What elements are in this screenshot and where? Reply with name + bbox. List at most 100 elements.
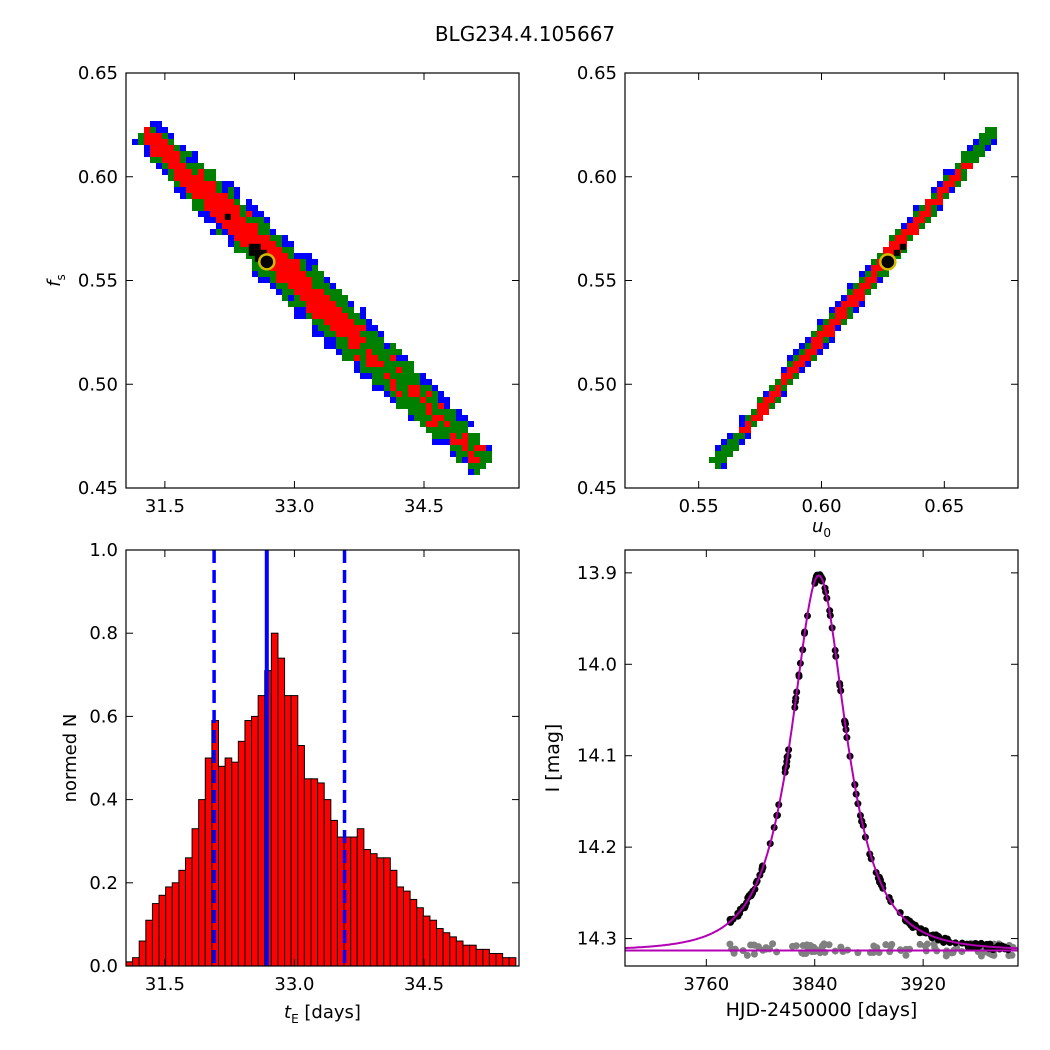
heatmap-cell [354,343,360,349]
heatmap-cell [961,175,967,181]
heatmap-cell [396,355,402,361]
heatmap-cell [402,355,408,361]
heatmap-cell [420,409,426,415]
heatmap-cell [402,373,408,379]
heatmap-cell [937,199,943,205]
histogram-bar [132,957,140,967]
histogram-bar [462,944,471,967]
heatmap-cell [168,145,174,151]
heatmap-cell [324,331,330,337]
heatmap-cell [889,241,895,247]
histogram-bar [297,745,305,967]
histogram-bar [237,740,246,967]
y-tick-label: 0.50 [78,374,118,395]
heatmap-cell [769,385,775,391]
heatmap-cell [901,235,907,241]
heatmap-cell [276,253,282,259]
histogram-bar [323,799,332,967]
heatmap-cell [204,169,210,175]
heatmap-cell-best [899,243,906,250]
heatmap-cell [210,187,216,193]
heatmap-cell [841,319,847,325]
heatmap-cell [174,163,180,169]
heatmap-cell [330,313,336,319]
heatmap-cell [378,331,384,337]
heatmap-cell [180,181,186,187]
heatmap-cell [258,271,264,277]
heatmap-cell [372,355,378,361]
histogram-bar [317,782,325,967]
heatmap-cell [354,367,360,373]
histogram-bar [251,715,259,967]
heatmap-cell [727,451,733,457]
heatmap-cell [979,139,985,145]
heatmap-cell [198,211,204,217]
heatmap-cell [336,343,342,349]
heatmap-cell [450,409,456,415]
heatmap-cell [811,349,817,355]
heatmap-cell [306,295,312,301]
heatmap-cell [468,469,474,475]
histogram-bar [218,765,226,967]
heatmap-cell [739,421,745,427]
heatmap-cell [390,361,396,367]
heatmap-cell [414,403,420,409]
heatmap-cell [823,319,829,325]
heatmap-cell [312,319,318,325]
heatmap-cell [144,133,150,139]
heatmap-cell [396,367,402,373]
heatmap-cell [402,367,408,373]
heatmap-cell [168,157,174,163]
heatmap-cell [847,313,853,319]
heatmap-cell [150,145,156,151]
heatmap-cell [901,229,907,235]
heatmap-cell [168,133,174,139]
heatmap-cell [192,181,198,187]
heatmap-cell [907,235,913,241]
heatmap-cell [210,175,216,181]
heatmap-cell [282,265,288,271]
heatmap-cell [162,139,168,145]
heatmap-cell [895,241,901,247]
heatmap-cell [234,199,240,205]
histogram-bar [442,932,451,967]
heatmap-cell [829,325,835,331]
heatmap-cell [751,415,757,421]
histogram-bar [158,894,167,967]
y-tick-label: 0.6 [89,706,118,727]
heatmap-cell [234,223,240,229]
heatmap-cell [913,205,919,211]
heatmap-cell [144,127,150,133]
heatmap-cell [222,181,228,187]
heatmap-cell [192,151,198,157]
heatmap-cell [360,355,366,361]
heatmap-cell [805,343,811,349]
y-tick-label: 0.65 [78,63,118,84]
heatmap-cell [943,181,949,187]
heatmap-cell [192,187,198,193]
heatmap-cell [150,139,156,145]
heatmap-cell [348,307,354,313]
heatmap-cell [306,265,312,271]
heatmap-cell [342,301,348,307]
heatmap-cell [757,397,763,403]
heatmap-cell [474,439,480,445]
heatmap-cell [312,325,318,331]
heatmap-cell [246,235,252,241]
heatmap-cell [360,361,366,367]
heatmap-cell [420,421,426,427]
heatmap-cell [426,403,432,409]
heatmap-cell [156,145,162,151]
histogram-bar [396,886,405,967]
heatmap-cell [312,313,318,319]
histogram-bar [495,953,504,967]
heatmap-cell [847,301,853,307]
heatmap-cell [420,397,426,403]
heatmap-cell [336,301,342,307]
heatmap-cell [721,439,727,445]
heatmap-cell [342,331,348,337]
heatmap-cell [444,409,450,415]
heatmap-cell [378,349,384,355]
heatmap-cell [312,307,318,313]
heatmap-cell-best [260,249,267,256]
